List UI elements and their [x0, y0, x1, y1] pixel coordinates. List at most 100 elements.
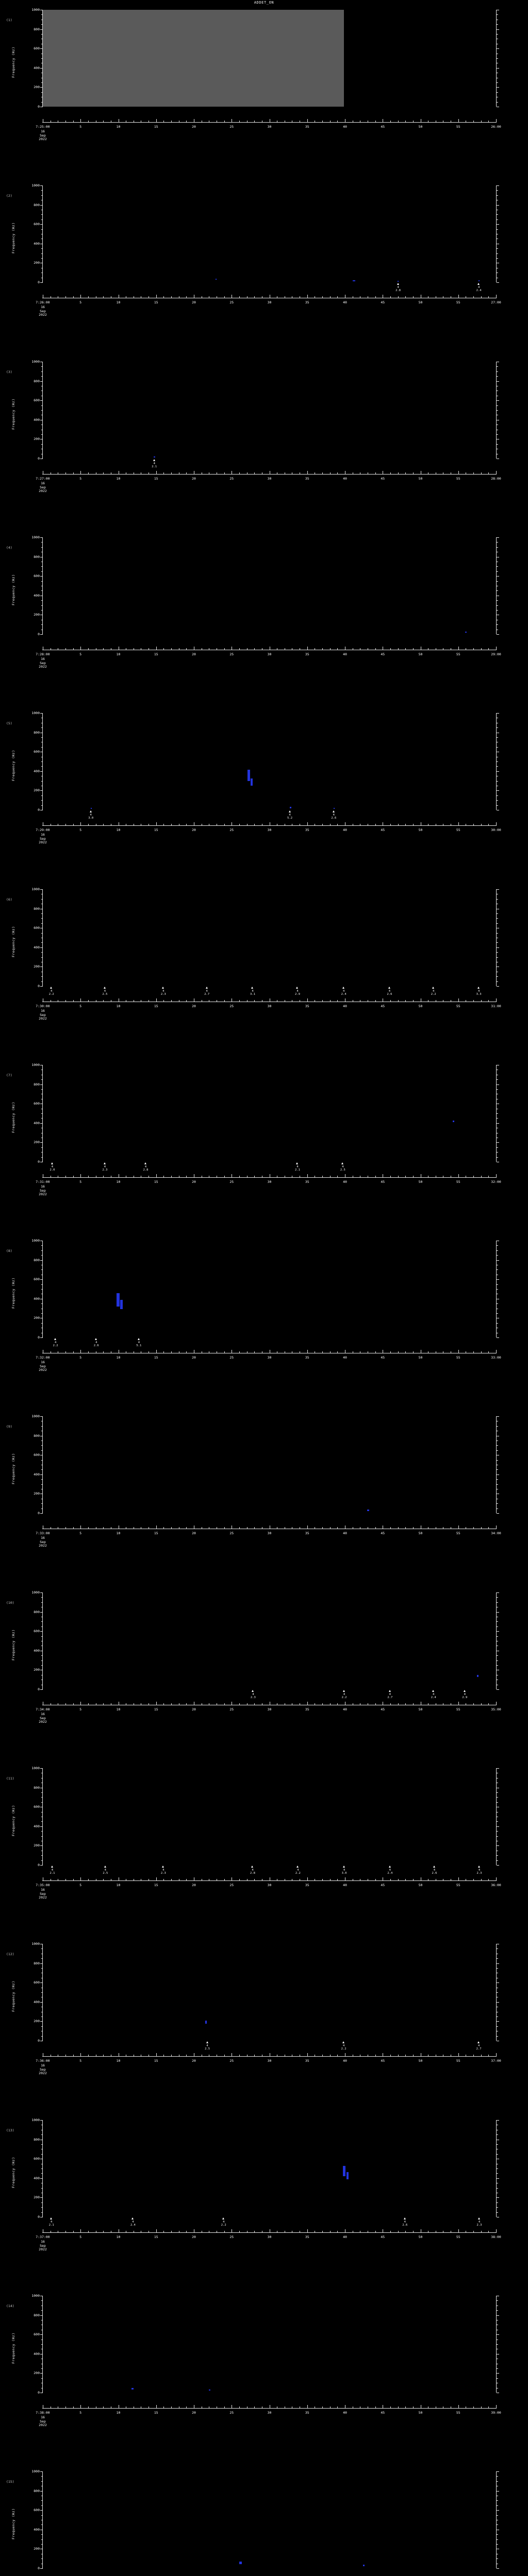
- y-axis-tick: [40, 1337, 43, 1338]
- y-axis-tick: [497, 942, 498, 943]
- spectrogram-plot-area[interactable]: [43, 1065, 496, 1162]
- y-axis-tick: [41, 1797, 43, 1798]
- detection-marker-icon[interactable]: [432, 1690, 435, 1692]
- detection-marker-icon[interactable]: [50, 987, 53, 989]
- spectrogram-plot-area[interactable]: [43, 2471, 496, 2568]
- spectrogram-plot-area[interactable]: [43, 1592, 496, 1689]
- detection-marker-icon[interactable]: [137, 1338, 140, 1340]
- x-axis-tick: [80, 998, 81, 1002]
- y-axis-tick: [41, 1660, 43, 1661]
- detection-marker-icon[interactable]: [432, 987, 435, 989]
- spectrogram-plot-area[interactable]: [43, 1944, 496, 2041]
- x-axis-tick-label: 7:37:00: [36, 2235, 50, 2239]
- spectrogram-plot-area[interactable]: [43, 537, 496, 634]
- x-axis-tick: [337, 296, 338, 298]
- detection-marker-icon[interactable]: [50, 2217, 53, 2219]
- detection-marker-label: 4 2.8: [395, 286, 401, 292]
- spectrogram-plot-area[interactable]: [43, 1416, 496, 1513]
- detection-marker-icon[interactable]: [54, 1338, 57, 1340]
- detection-marker-icon[interactable]: [222, 2217, 225, 2219]
- y-axis-tick: [41, 2310, 43, 2311]
- detection-marker-icon[interactable]: [89, 810, 92, 812]
- x-axis-tick: [80, 1526, 81, 1529]
- x-axis-tick: [156, 1877, 157, 1880]
- x-axis-tick-label: 50: [418, 652, 423, 656]
- x-axis-tick: [186, 1000, 187, 1002]
- detection-marker-icon[interactable]: [388, 1690, 391, 1692]
- y-axis-tick-label: 800: [34, 2138, 40, 2142]
- y-axis-tick-label: 600: [34, 574, 40, 578]
- detection-marker-icon[interactable]: [388, 1866, 391, 1868]
- detection-marker-icon[interactable]: [477, 1866, 480, 1868]
- detection-marker-icon[interactable]: [397, 283, 399, 285]
- detection-marker-icon[interactable]: [388, 987, 390, 989]
- detection-marker-icon[interactable]: [251, 1866, 254, 1868]
- spectrogram-plot-area[interactable]: [43, 1241, 496, 1337]
- detection-marker-icon[interactable]: [252, 1690, 254, 1692]
- detection-marker-icon[interactable]: [296, 987, 299, 989]
- detection-marker-icon[interactable]: [251, 987, 254, 989]
- detection-marker-icon[interactable]: [51, 1866, 53, 1868]
- detection-marker-icon[interactable]: [205, 987, 208, 989]
- detection-marker-icon[interactable]: [162, 987, 164, 989]
- detection-marker-label: 4 2.6: [387, 990, 392, 996]
- spectrogram-plot-area[interactable]: [43, 1768, 496, 1865]
- detection-marker-icon[interactable]: [477, 2041, 480, 2043]
- detection-marker-icon[interactable]: [288, 810, 291, 812]
- x-axis-tick: [473, 1351, 474, 1353]
- detection-marker-icon[interactable]: [477, 283, 480, 285]
- spectrogram-plot-area[interactable]: [43, 889, 496, 986]
- detection-marker-icon[interactable]: [296, 1866, 299, 1868]
- detection-marker-icon[interactable]: [463, 1690, 466, 1692]
- detection-marker-icon[interactable]: [162, 1866, 164, 1868]
- detection-marker-icon[interactable]: [433, 1866, 435, 1868]
- detection-marker-icon[interactable]: [153, 459, 155, 461]
- spectrogram-plot-area[interactable]: [43, 10, 496, 107]
- detection-marker-icon[interactable]: [206, 2041, 208, 2043]
- y-axis-tick: [497, 1089, 498, 1090]
- detection-marker-icon[interactable]: [103, 987, 106, 989]
- x-axis-tick: [405, 824, 406, 825]
- detection-marker-icon[interactable]: [341, 1162, 344, 1164]
- detection-marker-icon[interactable]: [332, 810, 335, 812]
- y-axis-tick: [40, 634, 43, 635]
- spectrogram-plot-area[interactable]: [43, 2120, 496, 2217]
- x-axis-tick: [65, 296, 66, 298]
- x-axis-tick: [254, 1176, 255, 1177]
- x-axis-tick-label: 50: [418, 477, 423, 481]
- spectrogram-plot-area[interactable]: [43, 362, 496, 459]
- y-axis-tick: [497, 1513, 499, 1514]
- y-axis-tick: [497, 29, 499, 30]
- x-axis-tick-label: 7:31:00: [36, 1180, 50, 1184]
- detection-marker-icon[interactable]: [51, 1162, 53, 1164]
- detection-marker-icon[interactable]: [342, 2041, 345, 2043]
- detection-marker-icon[interactable]: [343, 1866, 345, 1868]
- x-axis-tick: [375, 2406, 376, 2408]
- x-axis-tick-label: 10: [116, 2059, 121, 2063]
- detection-marker-icon[interactable]: [477, 987, 480, 989]
- spectrogram-energy-blob: [478, 280, 480, 282]
- x-axis-tick: [405, 1000, 406, 1002]
- detection-marker-icon[interactable]: [144, 1162, 147, 1164]
- spectrogram-plot-area[interactable]: [43, 185, 496, 282]
- x-axis-tick-label: 25: [229, 2235, 234, 2239]
- detection-marker-icon[interactable]: [477, 2217, 480, 2219]
- x-axis-tick: [375, 1351, 376, 1353]
- y-axis-tick: [41, 195, 43, 196]
- x-axis-tick: [80, 295, 81, 298]
- detection-marker-icon[interactable]: [296, 1162, 299, 1164]
- x-axis-tick: [307, 1526, 308, 1529]
- detection-marker-icon[interactable]: [342, 987, 345, 989]
- detection-marker-icon[interactable]: [343, 1690, 345, 1692]
- detection-marker-icon[interactable]: [103, 1162, 106, 1164]
- detection-marker-label: 4 2.4: [341, 990, 346, 996]
- detection-marker-icon[interactable]: [131, 2217, 134, 2219]
- detection-marker-icon[interactable]: [95, 1338, 97, 1340]
- x-axis-tick: [322, 1000, 323, 1002]
- detection-marker-icon[interactable]: [403, 2217, 406, 2219]
- x-axis-tick-label: 39:00: [491, 2411, 501, 2415]
- spectrogram-plot-area[interactable]: [43, 2296, 496, 2393]
- x-axis-tick-label: 45: [381, 477, 385, 481]
- spectrogram-plot-area[interactable]: [43, 713, 496, 810]
- detection-marker-icon[interactable]: [104, 1866, 106, 1868]
